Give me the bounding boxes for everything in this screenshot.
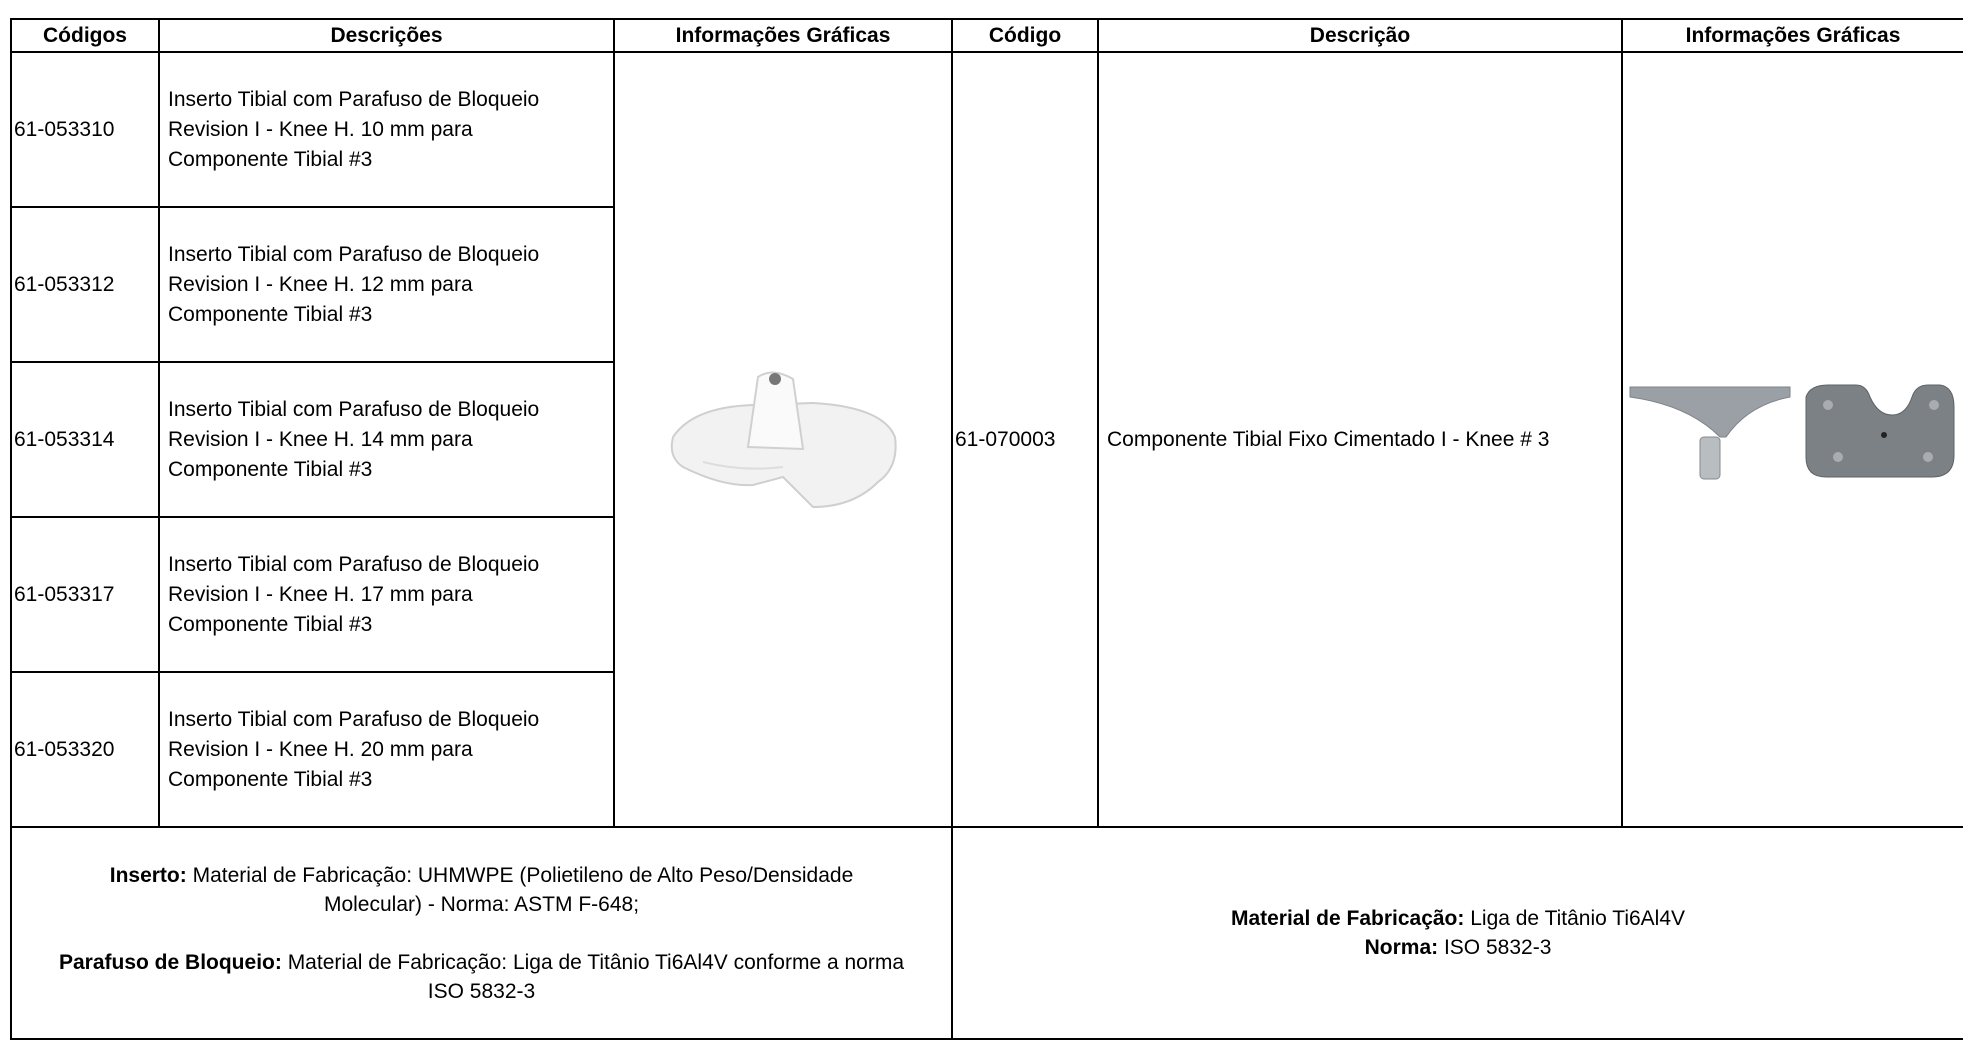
row: 61-053317 Inserto Tibial com Parafuso de… <box>10 516 1963 673</box>
description-cell: Inserto Tibial com Parafuso de Bloqueio … <box>158 206 615 363</box>
insert-image <box>670 371 897 508</box>
row: 61-053314 Inserto Tibial com Parafuso de… <box>10 361 1963 518</box>
screw-note: Parafuso de Bloqueio: Material de Fabric… <box>16 948 947 1006</box>
label: Material de Fabricação: <box>1230 907 1465 930</box>
footer-cell: Material de Fabricação: Liga de Titânio … <box>951 826 1963 1040</box>
text: Material de Fabricação: UHMWPE (Polietil… <box>192 863 854 916</box>
row: 61-053312 Inserto Tibial com Parafuso de… <box>10 206 1963 363</box>
code: 61-053314 <box>10 361 160 518</box>
text: Material de Fabricação: Liga de Titânio … <box>287 950 905 1003</box>
image-cell <box>613 51 953 828</box>
row: 61-053320 Inserto Tibial com Parafuso de… <box>10 671 1963 828</box>
label: Parafuso de Bloqueio: <box>58 950 282 974</box>
header-cell: Descrição <box>1097 18 1623 53</box>
description-cell: Inserto Tibial com Parafuso de Bloqueio … <box>158 51 615 208</box>
row: 61-053310 Inserto Tibial com Parafuso de… <box>10 51 1963 828</box>
description: Inserto Tibial com Parafuso de Bloqueio … <box>168 707 540 791</box>
description: Inserto Tibial com Parafuso de Bloqueio … <box>168 552 540 636</box>
description-cell: Componente Tibial Fixo Cimentado I - Kne… <box>1097 51 1623 828</box>
label: Inserto: <box>109 863 187 887</box>
text: ISO 5832-3 <box>1443 936 1552 959</box>
footer-cell: Inserto: Material de Fabricação: UHMWPE … <box>10 826 953 1040</box>
product-table: Códigos Descrições Informações Gráficas … <box>10 18 1963 1040</box>
header-cell: Códigos <box>10 18 160 53</box>
header-cell: Informações Gráficas <box>1621 18 1963 53</box>
code: 61-053320 <box>10 671 160 828</box>
spacer <box>16 919 947 948</box>
insert-note: Inserto: Material de Fabricação: UHMWPE … <box>16 861 947 919</box>
footer-row: Inserto: Material de Fabricação: UHMWPE … <box>10 826 1963 1040</box>
header-row: Códigos Descrições Informações Gráficas … <box>10 18 1963 53</box>
description: Inserto Tibial com Parafuso de Bloqueio … <box>168 397 540 481</box>
text: Liga de Titânio Ti6Al4V <box>1470 907 1686 930</box>
description-cell: Inserto Tibial com Parafuso de Bloqueio … <box>158 671 615 828</box>
tibial-image <box>1629 384 1955 479</box>
code: 61-070003 <box>951 51 1099 828</box>
code: 61-053312 <box>10 206 160 363</box>
description: Componente Tibial Fixo Cimentado I - Kne… <box>1107 428 1550 451</box>
description: Inserto Tibial com Parafuso de Bloqueio … <box>168 87 540 171</box>
description-cell: Inserto Tibial com Parafuso de Bloqueio … <box>158 516 615 673</box>
norm-note: Norma: ISO 5832-3 <box>957 933 1959 962</box>
material-note: Material de Fabricação: Liga de Titânio … <box>957 904 1959 933</box>
image-cell <box>1621 51 1963 828</box>
label: Norma: <box>1364 936 1439 959</box>
description: Inserto Tibial com Parafuso de Bloqueio … <box>168 242 540 326</box>
code: 61-053317 <box>10 516 160 673</box>
description-cell: Inserto Tibial com Parafuso de Bloqueio … <box>158 361 615 518</box>
code: 61-053310 <box>10 51 160 208</box>
header-cell: Informações Gráficas <box>613 18 953 53</box>
header-cell: Descrições <box>158 18 615 53</box>
header-cell: Código <box>951 18 1099 53</box>
